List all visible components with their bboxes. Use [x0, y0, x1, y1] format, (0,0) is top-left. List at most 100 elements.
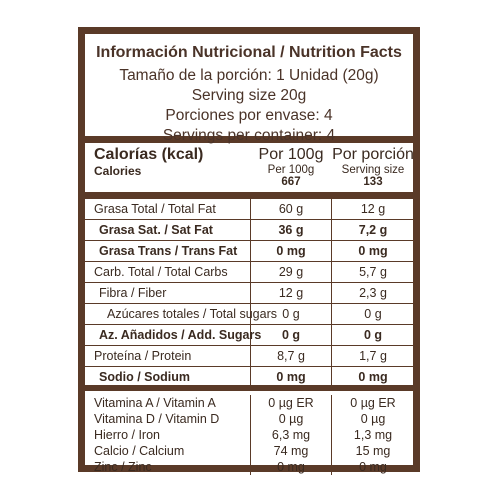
nutrition-facts-label: Información Nutricional / Nutrition Fact…: [78, 27, 420, 475]
vitamin-per-serving: 0 mg: [359, 460, 387, 474]
column-divider: [250, 443, 251, 459]
vitamin-per100: 6,3 mg: [271, 428, 311, 442]
col2-subheading: Serving size: [341, 164, 405, 176]
column-divider: [331, 283, 332, 303]
column-divider: [250, 262, 251, 282]
nutrient-name: Carb. Total / Total Carbs: [94, 265, 228, 279]
column-divider: [331, 443, 332, 459]
nutrient-row: Grasa Total / Total Fat 60 g 12 g: [85, 199, 413, 220]
column-divider: [331, 367, 332, 385]
column-divider: [250, 304, 251, 324]
nutrient-per100: 0 mg: [276, 244, 306, 258]
vitamin-row: Vitamina A / Vitamin A 0 µg ER 0 µg ER: [85, 395, 413, 411]
column-divider: [331, 199, 332, 219]
calories-per-serving-value: 133: [363, 176, 383, 188]
vitamin-per100: 0 µg ER: [268, 396, 314, 410]
column-divider: [331, 304, 332, 324]
vitamin-name: Vitamina A / Vitamin A: [94, 396, 216, 410]
vitamin-name: Calcio / Calcium: [94, 444, 185, 458]
nutrient-per100: 8,7 g: [277, 349, 305, 363]
nutrient-per-serving: 5,7 g: [359, 265, 387, 279]
nutrient-per100: 36 g: [278, 223, 304, 237]
column-divider: [331, 346, 332, 366]
col1-subheading: Per 100g: [267, 164, 315, 176]
nutrient-name: Grasa Sat. / Sat Fat: [99, 223, 213, 237]
nutrient-per100: 0 mg: [276, 370, 306, 384]
nutrients-table: Grasa Total / Total Fat 60 g 12 g Grasa Sat…: [85, 199, 413, 391]
column-divider: [331, 262, 332, 282]
label-header: Información Nutricional / Nutrition Fact…: [85, 34, 413, 144]
nutrient-row: Proteína / Protein 8,7 g 1,7 g: [85, 346, 413, 367]
col1-heading: Por 100g: [258, 146, 324, 163]
column-divider: [250, 241, 251, 261]
vitamin-per-serving: 15 mg: [355, 444, 391, 458]
calories-label: Calorías (kcal) Calories: [94, 146, 203, 178]
calories-row: Calorías (kcal) Calories Por 100g Per 10…: [85, 143, 414, 199]
nutrient-per100: 60 g: [278, 202, 304, 216]
nutrient-per-serving: 0 mg: [358, 244, 388, 258]
vitamin-name: Hierro / Iron: [94, 428, 160, 442]
vitamin-name: Vitamina D / Vitamin D: [94, 412, 220, 426]
nutrient-name: Az. Añadidos / Add. Sugars: [99, 328, 262, 342]
nutrient-per100: 12 g: [278, 286, 304, 300]
calories-per100-value: 667: [281, 176, 301, 188]
nutrient-per100: 0 g: [281, 328, 301, 342]
nutrient-per-serving: 0 mg: [358, 370, 388, 384]
vitamin-per-serving: 1,3 mg: [353, 428, 393, 442]
nutrient-per-serving: 12 g: [360, 202, 386, 216]
vitamin-row: Calcio / Calcium 74 mg 15 mg: [85, 443, 413, 459]
column-divider: [250, 411, 251, 427]
nutrient-per-serving: 1,7 g: [359, 349, 387, 363]
column-divider: [250, 199, 251, 219]
vitamin-per-serving: 0 µg ER: [350, 396, 396, 410]
calories-per100: Por 100g Per 100g 667: [251, 146, 331, 189]
column-divider: [331, 459, 332, 475]
column-divider: [331, 427, 332, 443]
column-divider: [250, 367, 251, 385]
nutrient-name: Grasa Total / Total Fat: [94, 202, 216, 216]
nutrient-name: Fibra / Fiber: [99, 286, 167, 300]
vitamin-row: Hierro / Iron 6,3 mg 1,3 mg: [85, 427, 413, 443]
nutrient-name: Proteína / Protein: [94, 349, 192, 363]
nutrient-row: Azúcares totales / Total sugars 0 g 0 g: [85, 304, 413, 325]
vitamin-per100: 74 mg: [273, 444, 309, 458]
column-divider: [250, 395, 251, 411]
calories-label-en: Calories: [94, 164, 142, 178]
column-divider: [331, 325, 332, 345]
vitamin-per100: 0 µg: [278, 412, 304, 426]
nutrient-row: Grasa Sat. / Sat Fat 36 g 7,2 g: [85, 220, 413, 241]
col2-heading: Por porción: [332, 146, 414, 163]
nutrient-row: Az. Añadidos / Add. Sugars 0 g 0 g: [85, 325, 413, 346]
column-divider: [250, 346, 251, 366]
nutrient-row: Fibra / Fiber 12 g 2,3 g: [85, 283, 413, 304]
column-divider: [250, 220, 251, 240]
column-divider: [250, 427, 251, 443]
column-divider: [331, 220, 332, 240]
column-divider: [250, 325, 251, 345]
vitamin-name: Zinc / Zinc: [94, 460, 152, 474]
vitamin-per100: 0 mg: [277, 460, 305, 474]
servings-per-container-es: Porciones por envase: 4: [165, 107, 333, 124]
serving-size-en: Serving size 20g: [191, 87, 307, 104]
servings-per-container-en: Servings per container: 4: [162, 127, 336, 144]
label-title: Información Nutricional / Nutrition Fact…: [96, 44, 402, 61]
nutrient-row: Sodio / Sodium 0 mg 0 mg: [85, 367, 413, 391]
nutrient-row: Carb. Total / Total Carbs 29 g 5,7 g: [85, 262, 413, 283]
nutrient-name: Azúcares totales / Total sugars: [107, 307, 277, 321]
nutrient-per-serving: 2,3 g: [359, 286, 387, 300]
calories-label-es: Calorías (kcal): [94, 146, 204, 163]
nutrient-per100: 0 g: [282, 307, 300, 321]
serving-size-es: Tamaño de la porción: 1 Unidad (20g): [119, 67, 379, 84]
column-divider: [250, 459, 251, 475]
column-divider: [331, 241, 332, 261]
vitamin-per-serving: 0 µg: [360, 412, 386, 426]
nutrient-per-serving: 7,2 g: [358, 223, 388, 237]
nutrient-per-serving: 0 g: [363, 328, 383, 342]
nutrient-name: Sodio / Sodium: [99, 370, 190, 384]
calories-per-serving: Por porción Serving size 133: [332, 146, 414, 189]
nutrient-row: Grasa Trans / Trans Fat 0 mg 0 mg: [85, 241, 413, 262]
nutrient-per100: 29 g: [278, 265, 304, 279]
vitamin-row: Zinc / Zinc 0 mg 0 mg: [85, 459, 413, 475]
nutrient-name: Grasa Trans / Trans Fat: [99, 244, 238, 258]
